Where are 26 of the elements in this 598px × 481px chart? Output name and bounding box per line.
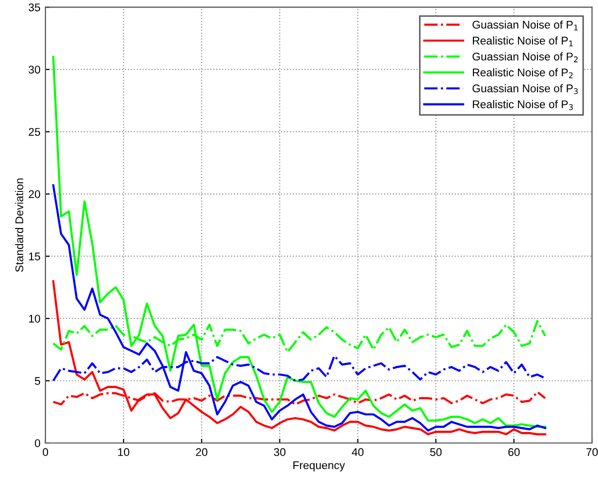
y-tick-label: 15 (29, 252, 40, 260)
y-tick-label: 25 (28, 128, 40, 136)
x-tick-label: 30 (274, 448, 286, 456)
x-tick-label: 20 (196, 448, 208, 456)
x-tick-label: 40 (352, 448, 364, 456)
y-tick-label: 10 (29, 314, 40, 323)
legend-label: Realistic Noise of P$_{3}$ (472, 100, 573, 110)
y-tick-label: 0 (34, 439, 40, 448)
legend-label: Guassian Noise of P$_{1}$ (472, 20, 578, 30)
y-tick-label: 30 (28, 66, 40, 74)
line-series (52, 280, 546, 436)
x-tick-label: 0 (42, 448, 48, 456)
x-tick-label: 60 (508, 448, 520, 456)
legend-label: Guassian Noise of P$_{2}$ (472, 52, 578, 62)
x-tick-label: 70 (586, 448, 598, 456)
line-series (52, 184, 546, 432)
x-tick-label: 10 (118, 448, 130, 456)
legend-label: Guassian Noise of P$_{3}$ (472, 84, 578, 94)
y-tick-label: 35 (28, 3, 40, 12)
x-axis-title: Frequency (293, 461, 345, 472)
x-tick-label: 50 (430, 448, 442, 456)
y-tick-label: 20 (28, 190, 40, 198)
y-tick-label: 5 (34, 377, 40, 385)
legend-label: Realistic Noise of P$_{1}$ (472, 36, 573, 46)
legend-label: Realistic Noise of P$_{2}$ (472, 68, 573, 78)
y-axis-title: Standard Deviation (15, 178, 24, 272)
